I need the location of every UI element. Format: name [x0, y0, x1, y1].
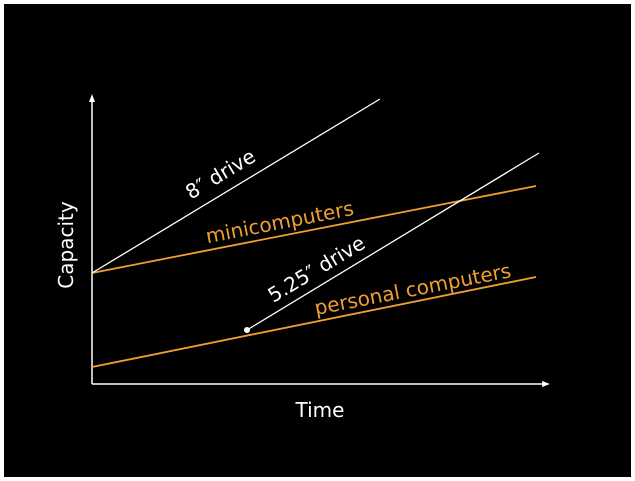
x-axis-title: Time [295, 398, 345, 422]
minicomputers-line [91, 185, 537, 274]
525-inch-drive-start-dot [244, 327, 250, 333]
8-inch-drive-line [91, 98, 381, 274]
axes [89, 94, 550, 387]
525-inch-drive-line [246, 152, 540, 331]
y-axis-arrow [89, 94, 95, 102]
personal-computers-line [91, 276, 537, 368]
x-axis-arrow [542, 381, 550, 387]
y-axis-title: Capacity [54, 201, 78, 289]
background [4, 4, 631, 477]
